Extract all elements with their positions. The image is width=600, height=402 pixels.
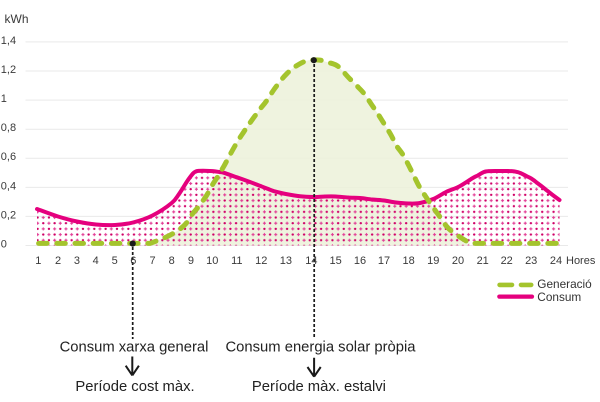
svg-text:0,6: 0,6 <box>1 151 16 163</box>
svg-text:10: 10 <box>206 255 218 267</box>
svg-text:Període màx. estalvi: Període màx. estalvi <box>252 379 386 395</box>
svg-text:13: 13 <box>280 255 292 267</box>
svg-text:19: 19 <box>427 255 439 267</box>
svg-text:24: 24 <box>550 255 562 267</box>
svg-text:1: 1 <box>1 93 7 105</box>
svg-text:18: 18 <box>402 255 414 267</box>
svg-text:21: 21 <box>477 255 489 267</box>
svg-text:14: 14 <box>305 255 317 267</box>
svg-text:0: 0 <box>1 238 7 250</box>
svg-text:Consum: Consum <box>537 290 581 304</box>
svg-text:0,2: 0,2 <box>1 209 16 221</box>
svg-text:2: 2 <box>55 255 61 267</box>
svg-text:12: 12 <box>255 255 267 267</box>
svg-text:17: 17 <box>378 255 390 267</box>
svg-text:Generació: Generació <box>537 277 592 291</box>
svg-text:kWh: kWh <box>5 12 29 26</box>
svg-text:23: 23 <box>525 255 537 267</box>
svg-text:3: 3 <box>74 255 80 267</box>
svg-text:1,4: 1,4 <box>1 35 16 47</box>
svg-text:Període cost màx.: Període cost màx. <box>75 379 194 395</box>
svg-text:Consum energia solar pròpia: Consum energia solar pròpia <box>226 340 417 356</box>
svg-text:1,2: 1,2 <box>1 64 16 76</box>
svg-text:8: 8 <box>169 255 175 267</box>
svg-text:15: 15 <box>329 255 341 267</box>
svg-text:9: 9 <box>188 255 194 267</box>
svg-text:0,4: 0,4 <box>1 180 16 192</box>
svg-text:16: 16 <box>354 255 366 267</box>
svg-text:20: 20 <box>452 255 464 267</box>
svg-text:5: 5 <box>112 255 118 267</box>
svg-text:Consum xarxa general: Consum xarxa general <box>60 340 209 356</box>
svg-text:1: 1 <box>35 255 41 267</box>
svg-text:22: 22 <box>501 255 513 267</box>
svg-text:6: 6 <box>130 255 136 267</box>
svg-text:11: 11 <box>231 255 242 267</box>
svg-text:4: 4 <box>93 255 99 267</box>
svg-text:7: 7 <box>149 255 155 267</box>
svg-text:Hores: Hores <box>566 255 596 267</box>
svg-text:0,8: 0,8 <box>1 122 16 134</box>
